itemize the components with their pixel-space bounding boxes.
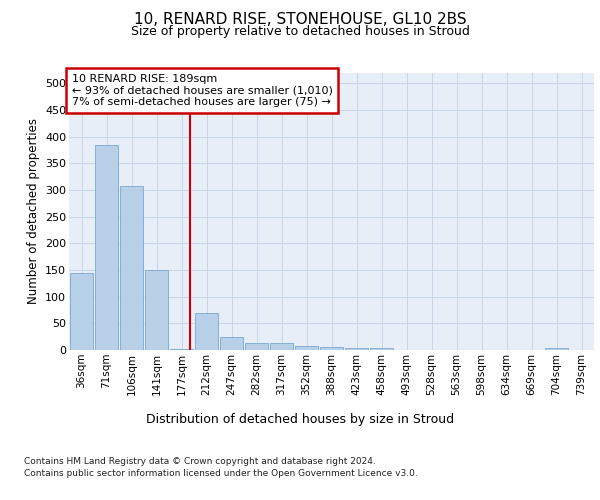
Y-axis label: Number of detached properties: Number of detached properties <box>26 118 40 304</box>
Text: 10, RENARD RISE, STONEHOUSE, GL10 2BS: 10, RENARD RISE, STONEHOUSE, GL10 2BS <box>134 12 466 28</box>
Text: Distribution of detached houses by size in Stroud: Distribution of detached houses by size … <box>146 412 454 426</box>
Text: 10 RENARD RISE: 189sqm
← 93% of detached houses are smaller (1,010)
7% of semi-d: 10 RENARD RISE: 189sqm ← 93% of detached… <box>71 74 332 107</box>
Bar <box>245 343 268 350</box>
Bar <box>220 336 243 350</box>
Bar <box>270 343 293 350</box>
Bar <box>120 186 143 350</box>
Bar <box>145 270 168 350</box>
Bar <box>545 348 568 350</box>
Bar <box>95 144 118 350</box>
Bar <box>370 348 393 350</box>
Text: Contains public sector information licensed under the Open Government Licence v3: Contains public sector information licen… <box>24 469 418 478</box>
Bar <box>70 272 93 350</box>
Bar <box>170 349 193 350</box>
Text: Size of property relative to detached houses in Stroud: Size of property relative to detached ho… <box>131 25 469 38</box>
Bar <box>195 312 218 350</box>
Bar <box>345 348 368 350</box>
Bar <box>320 348 343 350</box>
Bar <box>295 346 318 350</box>
Text: Contains HM Land Registry data © Crown copyright and database right 2024.: Contains HM Land Registry data © Crown c… <box>24 458 376 466</box>
